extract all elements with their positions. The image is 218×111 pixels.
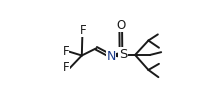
Text: N: N: [107, 50, 116, 63]
Text: F: F: [63, 61, 70, 74]
Text: S: S: [119, 48, 127, 61]
Text: O: O: [116, 19, 125, 32]
Text: F: F: [80, 24, 87, 37]
Polygon shape: [110, 53, 121, 57]
Text: F: F: [62, 45, 69, 58]
